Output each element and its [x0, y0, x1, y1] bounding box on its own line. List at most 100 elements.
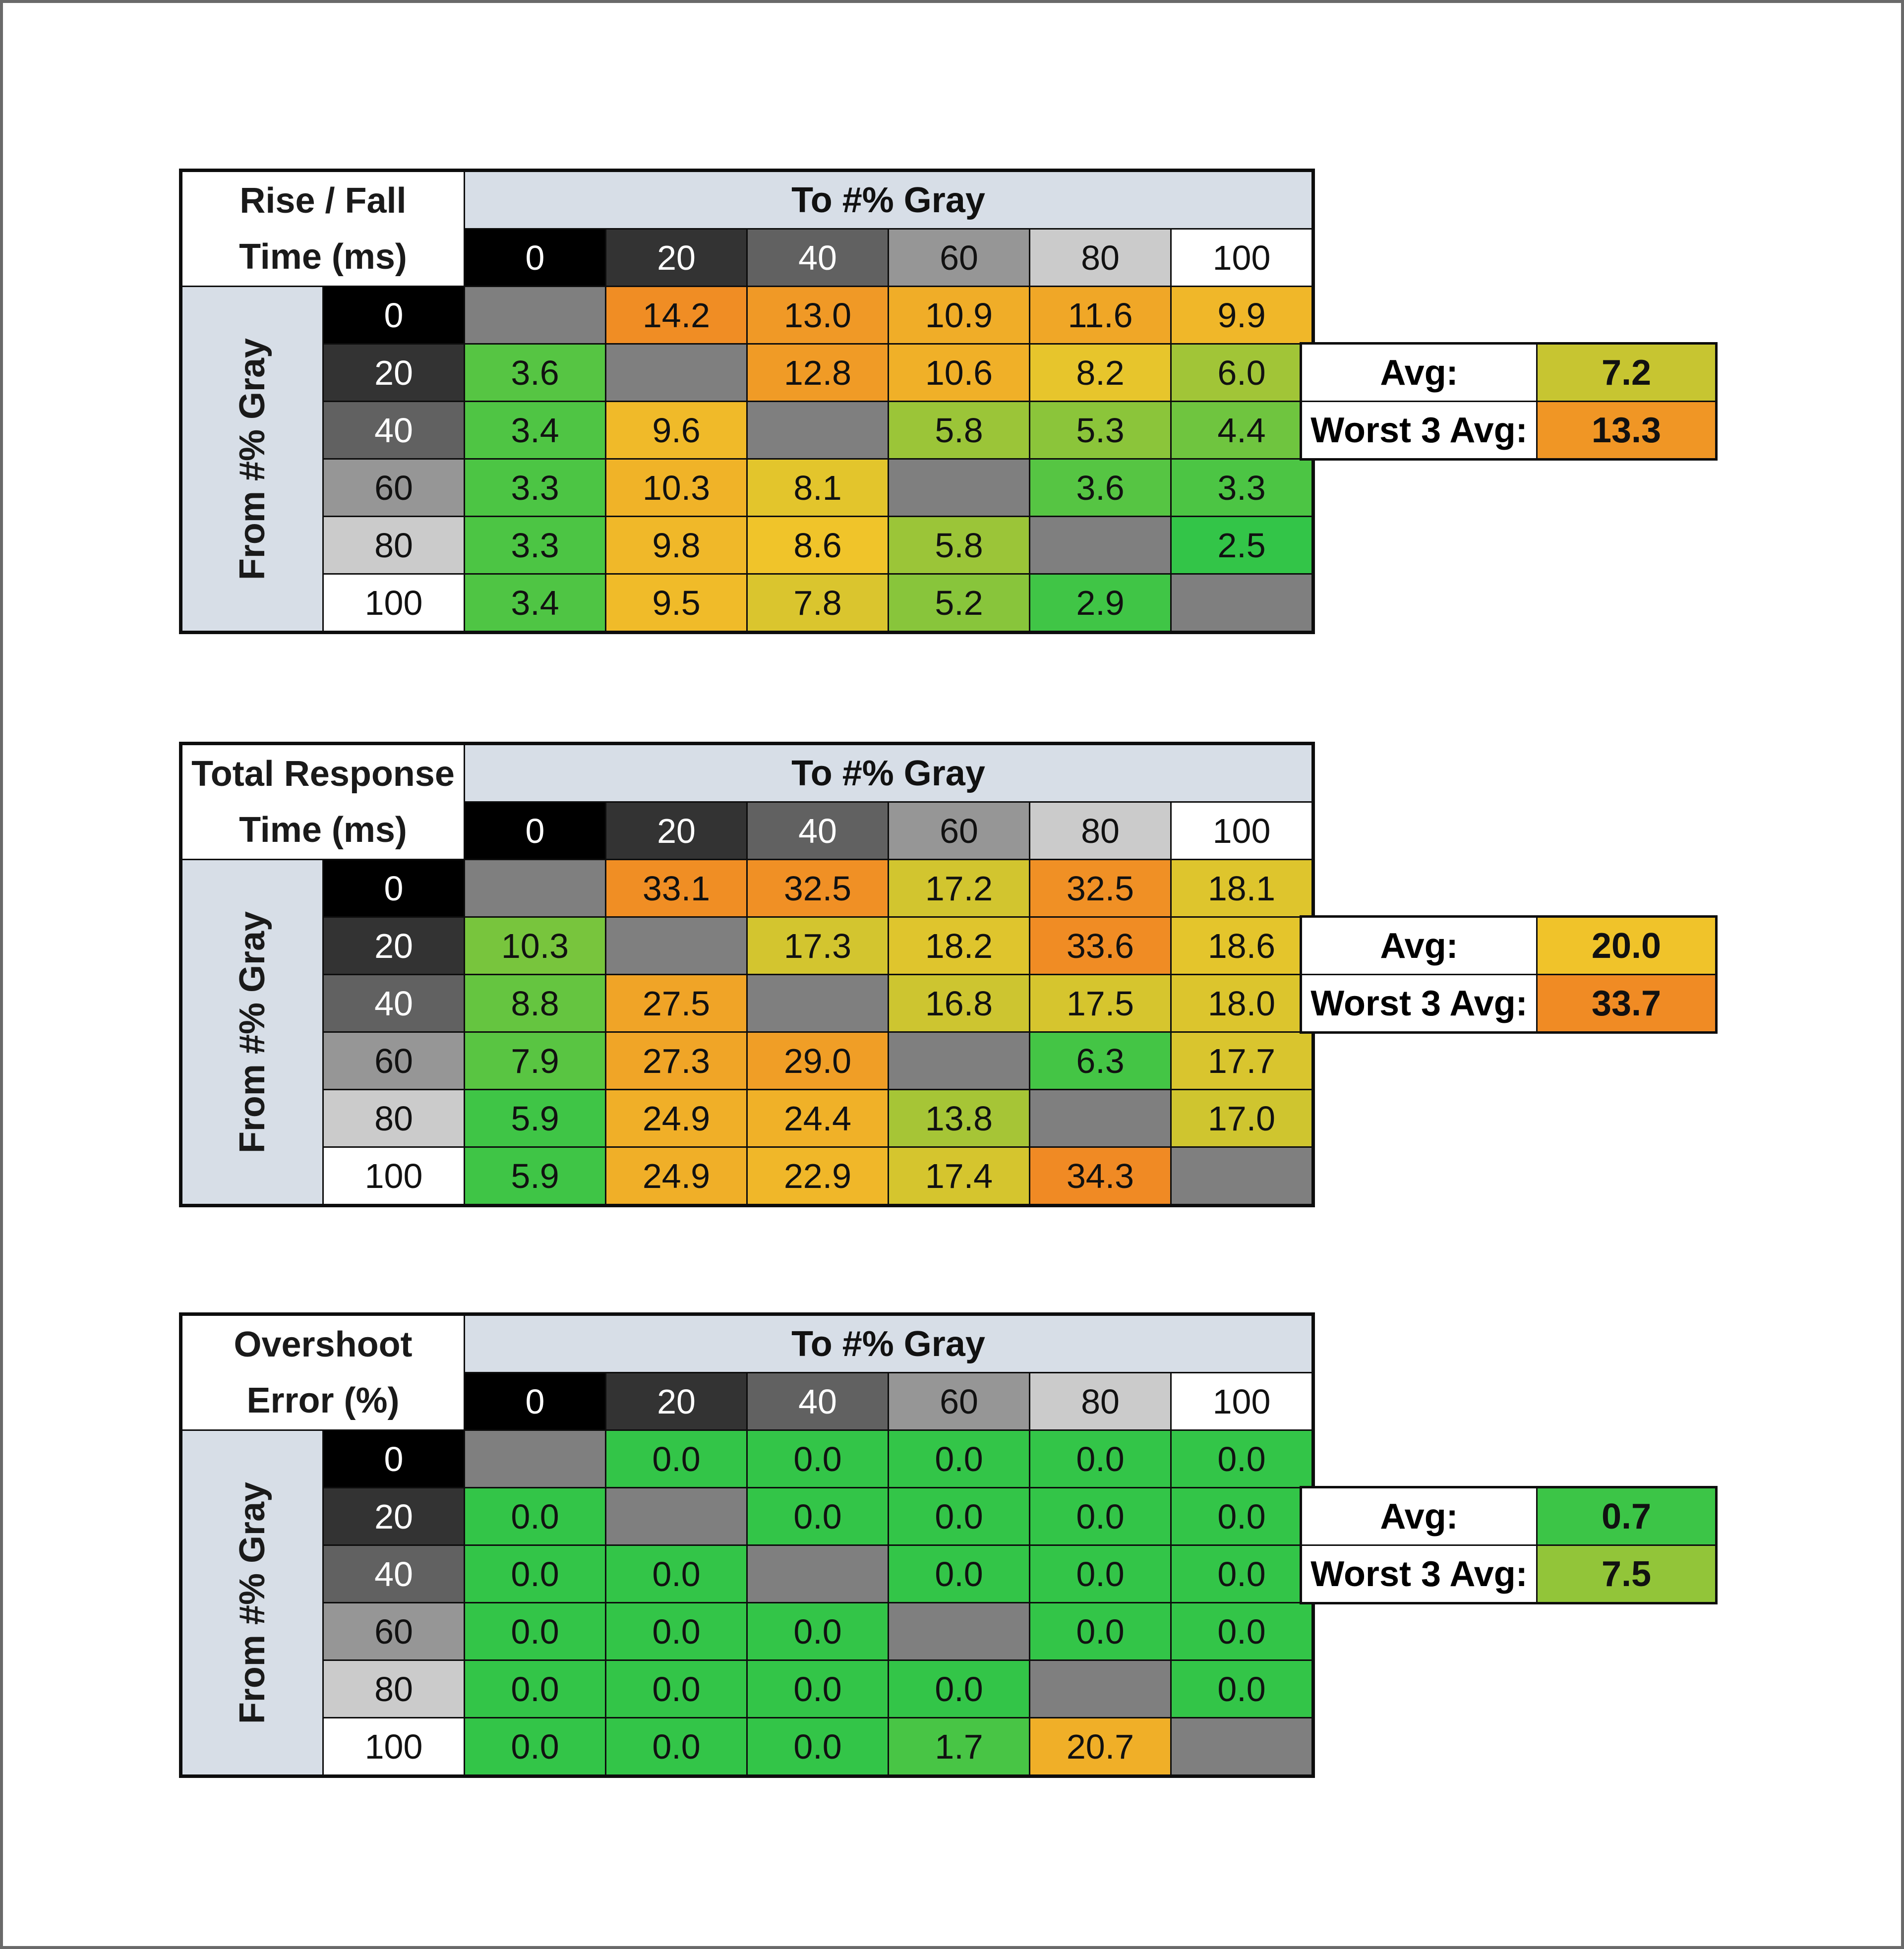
- data-cell: 10.6: [889, 345, 1029, 401]
- y-tick-label: 0: [324, 1431, 464, 1487]
- x-tick-label: 20: [606, 230, 746, 286]
- heatmap-grid: Total Response Time (ms) To #% Gray 0 20 40 60…: [179, 742, 1315, 1207]
- data-cell: 17.0: [1172, 1090, 1311, 1146]
- x-tick-label: 20: [606, 1373, 746, 1429]
- avg-value: 0.7: [1538, 1488, 1715, 1544]
- data-cell: 3.6: [1030, 460, 1170, 516]
- avg-label: Avg:: [1302, 918, 1536, 974]
- empty-cell: [889, 460, 1029, 516]
- data-cell: 0.0: [606, 1431, 746, 1487]
- data-cell: 10.3: [465, 918, 605, 974]
- worst-value: 7.5: [1538, 1546, 1715, 1602]
- summary-box: Avg: 0.7 Worst 3 Avg: 7.5: [1300, 1486, 1718, 1604]
- data-cell: 17.3: [748, 918, 888, 974]
- data-cell: 32.5: [1030, 860, 1170, 916]
- data-cell: 0.0: [748, 1488, 888, 1544]
- data-cell: 0.0: [1172, 1603, 1311, 1659]
- table-title: Total Response Time (ms): [182, 745, 464, 859]
- data-cell: 3.6: [465, 345, 605, 401]
- data-cell: 27.5: [606, 975, 746, 1031]
- y-tick-label: 0: [324, 287, 464, 343]
- empty-cell: [606, 918, 746, 974]
- data-cell: 13.8: [889, 1090, 1029, 1146]
- title-line: Error (%): [246, 1380, 400, 1420]
- data-cell: 5.9: [465, 1148, 605, 1204]
- y-axis-label: From #% Gray: [233, 338, 272, 580]
- empty-cell: [889, 1033, 1029, 1089]
- y-tick-label: 40: [324, 402, 464, 458]
- empty-cell: [1030, 1090, 1170, 1146]
- data-cell: 0.0: [748, 1431, 888, 1487]
- empty-cell: [465, 860, 605, 916]
- data-cell: 2.9: [1030, 575, 1170, 631]
- data-cell: 0.0: [889, 1488, 1029, 1544]
- data-cell: 0.0: [1172, 1431, 1311, 1487]
- y-tick-label: 0: [324, 860, 464, 916]
- data-cell: 0.0: [748, 1718, 888, 1774]
- empty-cell: [748, 975, 888, 1031]
- data-cell: 17.2: [889, 860, 1029, 916]
- y-axis-label-cell: From #% Gray: [182, 287, 322, 631]
- data-cell: 17.5: [1030, 975, 1170, 1031]
- title-line: Time (ms): [239, 236, 407, 277]
- data-cell: 1.7: [889, 1718, 1029, 1774]
- x-tick-label: 60: [889, 803, 1029, 859]
- data-cell: 24.9: [606, 1090, 746, 1146]
- data-cell: 6.3: [1030, 1033, 1170, 1089]
- data-cell: 0.0: [1030, 1603, 1170, 1659]
- data-cell: 22.9: [748, 1148, 888, 1204]
- x-tick-label: 100: [1172, 230, 1311, 286]
- summary-box: Avg: 20.0 Worst 3 Avg: 33.7: [1300, 915, 1718, 1034]
- data-cell: 0.0: [1172, 1661, 1311, 1717]
- data-cell: 11.6: [1030, 287, 1170, 343]
- data-cell: 3.3: [465, 460, 605, 516]
- avg-label: Avg:: [1302, 1488, 1536, 1544]
- x-tick-label: 80: [1030, 803, 1170, 859]
- y-tick-label: 100: [324, 1148, 464, 1204]
- data-cell: 9.9: [1172, 287, 1311, 343]
- data-cell: 13.0: [748, 287, 888, 343]
- y-axis-label-cell: From #% Gray: [182, 1431, 322, 1774]
- data-cell: 0.0: [1172, 1488, 1311, 1544]
- y-tick-label: 60: [324, 1033, 464, 1089]
- table-title: Overshoot Error (%): [182, 1316, 464, 1429]
- y-tick-label: 100: [324, 575, 464, 631]
- data-cell: 0.0: [606, 1718, 746, 1774]
- data-cell: 5.9: [465, 1090, 605, 1146]
- y-tick-label: 80: [324, 1090, 464, 1146]
- data-cell: 18.6: [1172, 918, 1311, 974]
- data-cell: 32.5: [748, 860, 888, 916]
- heatmap-grid: Rise / Fall Time (ms) To #% Gray 0 20 40 60 80 1…: [179, 169, 1315, 634]
- data-cell: 3.3: [1172, 460, 1311, 516]
- y-axis-label-cell: From #% Gray: [182, 860, 322, 1204]
- table-title: Rise / Fall Time (ms): [182, 172, 464, 286]
- data-cell: 0.0: [465, 1718, 605, 1774]
- data-cell: 0.0: [889, 1431, 1029, 1487]
- data-cell: 8.1: [748, 460, 888, 516]
- empty-cell: [748, 402, 888, 458]
- data-cell: 9.5: [606, 575, 746, 631]
- empty-cell: [606, 345, 746, 401]
- data-cell: 9.6: [606, 402, 746, 458]
- data-cell: 10.9: [889, 287, 1029, 343]
- x-tick-label: 40: [748, 1373, 888, 1429]
- data-cell: 34.3: [1030, 1148, 1170, 1204]
- worst-label: Worst 3 Avg:: [1302, 975, 1536, 1031]
- x-tick-label: 100: [1172, 1373, 1311, 1429]
- y-tick-label: 60: [324, 1603, 464, 1659]
- y-tick-label: 100: [324, 1718, 464, 1774]
- data-cell: 33.1: [606, 860, 746, 916]
- data-cell: 0.0: [748, 1603, 888, 1659]
- x-tick-label: 0: [465, 803, 605, 859]
- y-tick-label: 20: [324, 1488, 464, 1544]
- data-cell: 8.8: [465, 975, 605, 1031]
- data-cell: 0.0: [889, 1546, 1029, 1602]
- data-cell: 3.4: [465, 575, 605, 631]
- data-cell: 12.8: [748, 345, 888, 401]
- data-cell: 3.4: [465, 402, 605, 458]
- data-cell: 8.2: [1030, 345, 1170, 401]
- data-cell: 29.0: [748, 1033, 888, 1089]
- y-tick-label: 60: [324, 460, 464, 516]
- x-axis-label: To #% Gray: [465, 745, 1311, 801]
